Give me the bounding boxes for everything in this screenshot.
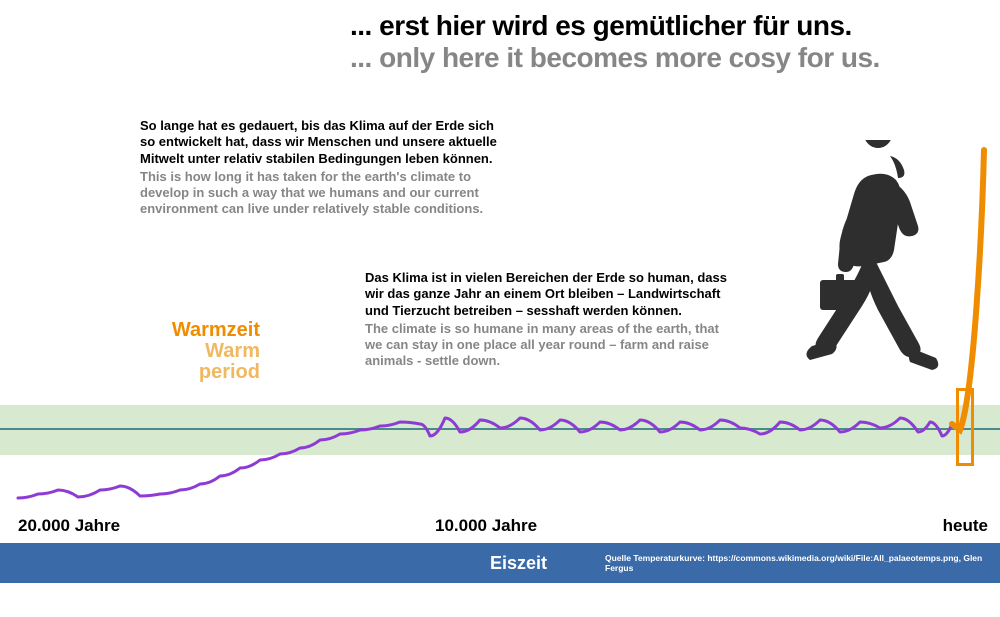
- title-block: ... erst hier wird es gemütlicher für un…: [350, 10, 990, 74]
- infographic-canvas: ... erst hier wird es gemütlicher für un…: [0, 0, 1000, 617]
- footer-bar: Eiszeit Quelle Temperaturkurve: https://…: [0, 543, 1000, 583]
- paragraph-1-de: So lange hat es gedauert, bis das Klima …: [140, 118, 510, 167]
- axis-today: heute: [943, 516, 988, 536]
- footer-source: Quelle Temperaturkurve: https://commons.…: [605, 553, 1000, 573]
- warm-period-de: Warmzeit: [140, 320, 260, 341]
- axis-20000: 20.000 Jahre: [18, 516, 120, 536]
- axis-10000: 10.000 Jahre: [435, 516, 537, 536]
- paragraph-1-en: This is how long it has taken for the ea…: [140, 169, 510, 218]
- present-highlight-box: [956, 388, 974, 466]
- paragraph-1: So lange hat es gedauert, bis das Klima …: [140, 118, 510, 218]
- title-en: ... only here it becomes more cosy for u…: [350, 42, 990, 74]
- chart-zone: [0, 405, 1000, 510]
- paragraph-2-de: Das Klima ist in vielen Bereichen der Er…: [365, 270, 735, 319]
- title-de: ... erst hier wird es gemütlicher für un…: [350, 10, 990, 42]
- paragraph-2: Das Klima ist in vielen Bereichen der Er…: [365, 270, 735, 370]
- warm-band: [0, 405, 1000, 455]
- footer-eiszeit-label: Eiszeit: [490, 553, 547, 574]
- paragraph-2-en: The climate is so humane in many areas o…: [365, 321, 735, 370]
- baseline: [0, 428, 1000, 430]
- walking-human-icon: [790, 140, 950, 370]
- warm-period-en: Warm period: [140, 341, 260, 383]
- warm-period-label: Warmzeit Warm period: [140, 320, 260, 383]
